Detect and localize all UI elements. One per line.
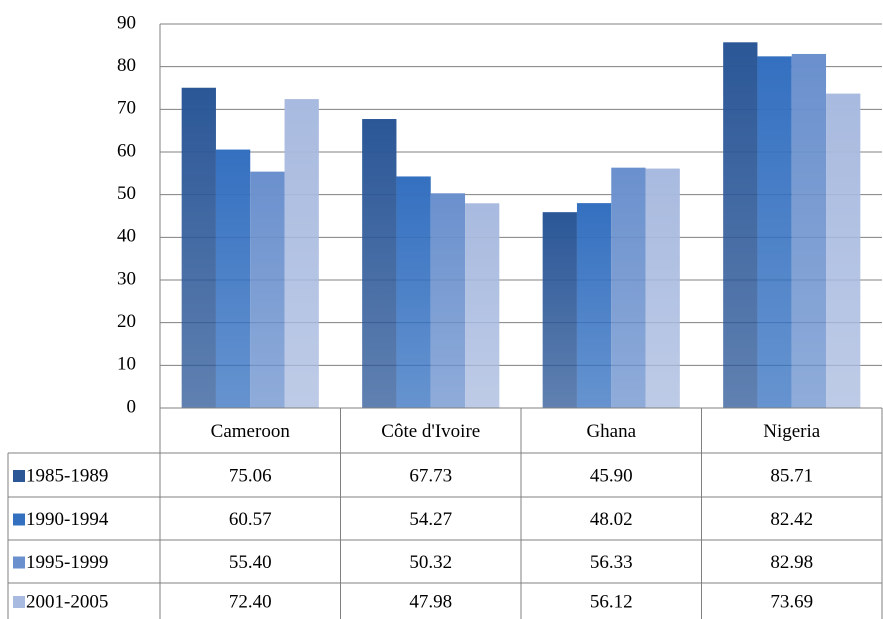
legend-label: 1985-1989 — [26, 465, 108, 486]
data-label: 73.69 — [770, 591, 813, 612]
x-tick-label: Côte d'Ivoire — [381, 421, 480, 442]
legend-label: 1995-1999 — [26, 552, 108, 573]
bar — [723, 42, 758, 408]
bar — [215, 149, 251, 408]
legend-swatch — [13, 596, 25, 608]
y-tick-label: 90 — [117, 12, 136, 33]
data-label: 56.12 — [590, 591, 633, 612]
y-tick-label: 10 — [117, 354, 136, 375]
y-tick-label: 70 — [117, 98, 136, 119]
data-label: 56.33 — [590, 552, 633, 573]
bar — [645, 168, 680, 408]
data-label: 48.02 — [590, 509, 633, 530]
data-label: 50.32 — [409, 552, 452, 573]
bar — [181, 87, 216, 408]
bar — [284, 99, 319, 409]
legend-swatch — [13, 513, 25, 526]
data-label: 55.40 — [229, 552, 272, 573]
data-label: 45.90 — [590, 465, 633, 486]
y-tick-label: 40 — [117, 226, 136, 247]
data-label: 85.71 — [770, 465, 813, 486]
data-label: 72.40 — [229, 591, 272, 612]
bar — [362, 119, 397, 408]
legend-label: 2001-2005 — [26, 591, 108, 612]
data-label: 54.27 — [409, 509, 452, 530]
data-label: 60.57 — [229, 509, 272, 530]
data-label: 67.73 — [409, 465, 452, 486]
legend-swatch — [13, 470, 25, 482]
x-tick-label: Ghana — [586, 421, 636, 442]
data-label: 47.98 — [409, 591, 452, 612]
y-tick-label: 20 — [117, 311, 136, 332]
x-tick-label: Cameroon — [211, 421, 291, 442]
data-label: 82.98 — [770, 552, 813, 573]
bar — [611, 167, 646, 408]
y-tick-label: 0 — [127, 396, 137, 417]
bar — [465, 203, 500, 408]
bar — [542, 212, 577, 408]
data-label: 82.42 — [770, 509, 813, 530]
x-tick-label: Nigeria — [763, 421, 821, 442]
y-tick-label: 60 — [117, 140, 136, 161]
bar — [250, 171, 285, 408]
bar — [791, 53, 827, 409]
bar — [430, 193, 466, 408]
bar — [826, 93, 861, 409]
bar — [576, 203, 612, 408]
y-tick-label: 30 — [117, 268, 136, 289]
bar — [757, 56, 792, 408]
legend-swatch — [13, 556, 25, 569]
data-label: 75.06 — [229, 465, 272, 486]
y-tick-label: 80 — [117, 55, 136, 76]
bar — [396, 176, 431, 408]
y-tick-label: 50 — [117, 183, 136, 204]
legend-label: 1990-1994 — [26, 509, 109, 530]
